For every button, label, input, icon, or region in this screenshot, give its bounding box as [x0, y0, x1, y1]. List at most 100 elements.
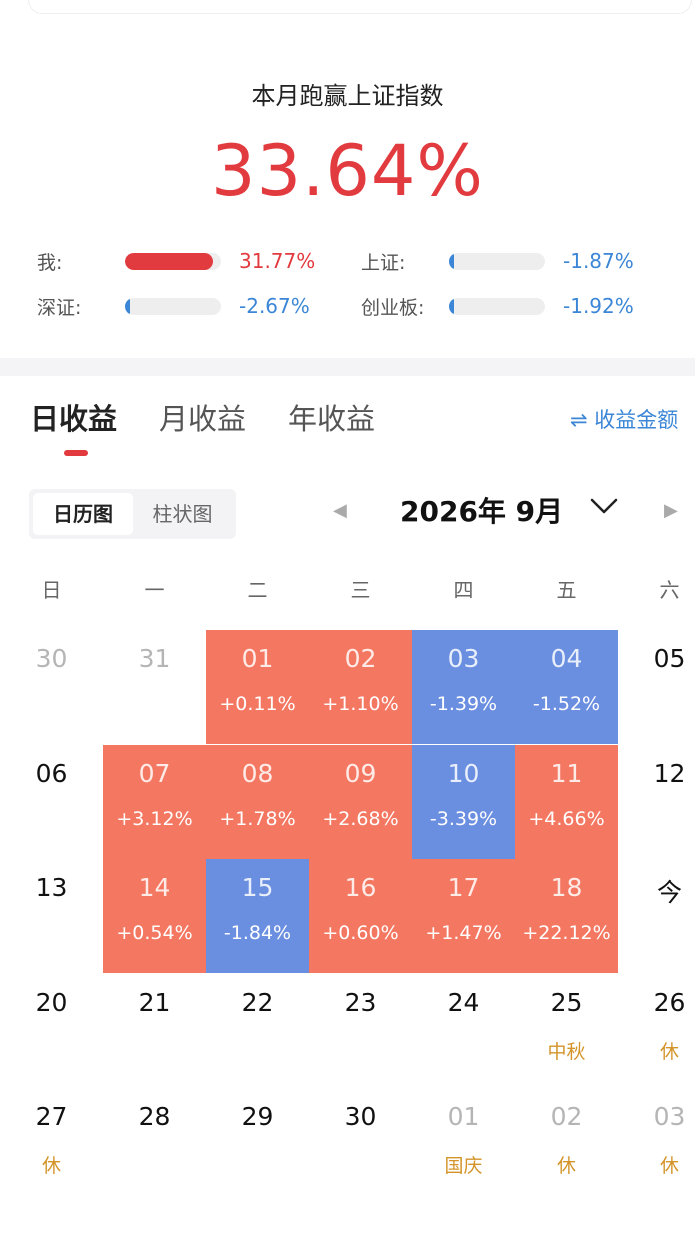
comparison-bar-fill — [449, 252, 454, 270]
calendar-day[interactable]: 29 — [206, 1088, 309, 1202]
calendar-day-number: 14 — [138, 873, 171, 902]
calendar-day[interactable]: 04 -1.52% — [515, 630, 618, 744]
calendar-day[interactable]: 11 +4.66% — [515, 744, 618, 859]
calendar-day[interactable]: 05 — [618, 630, 695, 744]
calendar-day-return: +1.78% — [219, 807, 296, 830]
calendar-day[interactable]: 06 — [0, 745, 103, 859]
comparison-value: -2.67% — [239, 294, 310, 318]
calendar-day[interactable]: 28 — [103, 1088, 206, 1202]
calendar-day[interactable]: 10 -3.39% — [412, 744, 515, 859]
calendar-day-number: 03 — [653, 1102, 686, 1131]
calendar-day-number: 12 — [653, 758, 686, 788]
chevron-down-icon[interactable] — [588, 494, 620, 522]
weekday-sun: 日 — [41, 578, 62, 602]
calendar-day-holiday: 休 — [659, 1040, 679, 1063]
calendar-day[interactable]: 13 — [0, 859, 103, 973]
view-switch: 日历图 柱状图 — [29, 489, 236, 539]
calendar-day-number: 16 — [344, 873, 377, 902]
section-divider — [0, 358, 695, 376]
calendar-day-return: -1.84% — [223, 922, 292, 944]
comparison-bar-fill — [449, 297, 454, 315]
calendar-day-number: 04 — [550, 644, 583, 673]
calendar-day-return: -1.39% — [429, 693, 498, 715]
calendar-day-number: 15 — [241, 873, 274, 902]
next-month-button[interactable]: ▶ — [664, 500, 678, 521]
calendar-day[interactable]: 30 — [309, 1088, 412, 1202]
calendar-day[interactable]: 16 +0.60% — [309, 859, 412, 973]
prev-month-button[interactable]: ◀ — [333, 500, 347, 521]
comparison-me: 我: 31.77% — [37, 246, 315, 276]
calendar-day[interactable]: 25 中秋 — [515, 974, 618, 1088]
calendar-day[interactable]: 09 +2.68% — [309, 744, 412, 859]
comparison-chinext: 创业板: -1.92% — [361, 291, 634, 321]
calendar-day-number: 02 — [550, 1102, 583, 1131]
calendar-day[interactable]: 18 +22.12% — [515, 859, 618, 973]
amount-toggle-button[interactable]: ⇌ 收益金额 — [570, 408, 679, 432]
calendar-day-return: +4.66% — [528, 807, 605, 830]
calendar-day[interactable]: 21 — [103, 974, 206, 1088]
calendar-day[interactable]: 23 — [309, 974, 412, 1088]
bar-view-button[interactable]: 柱状图 — [152, 502, 213, 526]
calendar-day[interactable]: 17 +1.47% — [412, 859, 515, 973]
tab-daily-returns[interactable]: 日收益 — [30, 402, 118, 436]
calendar-day-return: +3.12% — [116, 807, 193, 830]
calendar-view-button[interactable]: 日历图 — [33, 493, 133, 535]
calendar-day[interactable]: 02 +1.10% — [309, 630, 412, 744]
comparison-label: 创业板: — [361, 296, 425, 319]
calendar-day-number: 08 — [241, 758, 274, 788]
calendar-day[interactable]: 24 — [412, 974, 515, 1088]
calendar-day-number: 29 — [241, 1102, 274, 1131]
calendar-day-return: +0.11% — [219, 693, 296, 715]
comparison-bar-fill — [125, 252, 214, 270]
calendar-day-number: 01 — [241, 644, 274, 673]
comparison-bar — [125, 297, 221, 315]
calendar-day[interactable]: 27 休 — [0, 1088, 103, 1202]
comparison-label: 我: — [37, 251, 63, 274]
calendar-day[interactable]: 03 -1.39% — [412, 630, 515, 744]
calendar-day[interactable]: 今 — [618, 859, 695, 973]
calendar-day-number: 02 — [344, 644, 377, 673]
calendar-day-number: 11 — [550, 758, 583, 788]
calendar-day[interactable]: 14 +0.54% — [103, 859, 206, 973]
calendar-day-number: 27 — [35, 1102, 68, 1131]
calendar-day-number: 今 — [656, 878, 682, 907]
calendar-day[interactable]: 30 — [0, 630, 103, 744]
calendar-day-return: +1.10% — [322, 693, 399, 715]
calendar-day-number: 23 — [344, 987, 377, 1017]
calendar-day-number: 25 — [550, 987, 583, 1017]
calendar-day-return: +0.60% — [322, 922, 399, 944]
month-title[interactable]: 2026年 9月 — [400, 495, 564, 528]
comparison-row-1: 我: 31.77% 上证: -1.87% — [0, 246, 695, 276]
calendar-day[interactable]: 08 +1.78% — [206, 744, 309, 859]
calendar-day[interactable]: 01 +0.11% — [206, 630, 309, 744]
summary-title: 本月跑赢上证指数 — [251, 82, 444, 110]
calendar-day[interactable]: 20 — [0, 974, 103, 1088]
calendar-day[interactable]: 12 — [618, 745, 695, 859]
calendar-day-return: +1.47% — [425, 922, 502, 944]
calendar-day-number: 03 — [447, 644, 480, 673]
calendar-day[interactable]: 01 国庆 — [412, 1088, 515, 1202]
comparison-bar — [125, 252, 221, 270]
calendar-day[interactable]: 26 休 — [618, 974, 695, 1088]
calendar-day-number: 26 — [653, 987, 686, 1017]
calendar-day[interactable]: 03 休 — [618, 1088, 695, 1202]
comparison-value: -1.87% — [563, 249, 634, 273]
calendar-day-number: 30 — [35, 644, 68, 673]
comparison-row-2: 深证: -2.67% 创业板: -1.92% — [0, 291, 695, 321]
calendar-day-return: -3.39% — [429, 807, 498, 830]
calendar-day-number: 18 — [550, 873, 583, 902]
calendar-day[interactable]: 02 休 — [515, 1088, 618, 1202]
calendar-day-holiday: 休 — [659, 1155, 679, 1177]
calendar-day-number: 01 — [447, 1102, 480, 1131]
calendar-day[interactable]: 31 — [103, 630, 206, 744]
summary-value: 33.64% — [211, 130, 484, 212]
calendar-day-number: 31 — [138, 644, 171, 673]
comparison-bar — [449, 252, 545, 270]
calendar-day[interactable]: 22 — [206, 974, 309, 1088]
tab-monthly-returns[interactable]: 月收益 — [159, 402, 247, 436]
calendar-day[interactable]: 15 -1.84% — [206, 859, 309, 973]
calendar-day-number: 20 — [35, 987, 68, 1017]
tab-yearly-returns[interactable]: 年收益 — [288, 402, 376, 436]
calendar-day[interactable]: 07 +3.12% — [103, 744, 206, 859]
comparison-label: 深证: — [37, 296, 82, 319]
